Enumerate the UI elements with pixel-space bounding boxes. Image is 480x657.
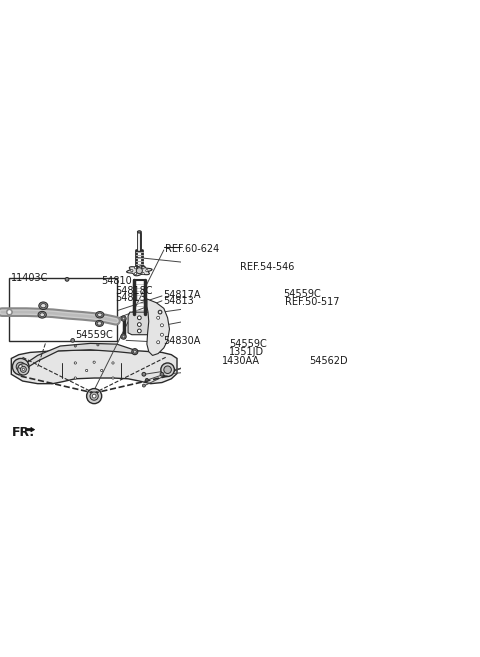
Circle shape xyxy=(133,350,136,353)
Ellipse shape xyxy=(38,311,47,318)
Circle shape xyxy=(8,311,11,313)
Circle shape xyxy=(159,311,161,313)
Ellipse shape xyxy=(97,322,102,325)
Ellipse shape xyxy=(96,311,104,318)
Circle shape xyxy=(132,349,138,355)
Text: FR.: FR. xyxy=(12,426,35,439)
Text: 54817A: 54817A xyxy=(163,290,201,300)
Circle shape xyxy=(137,329,141,333)
Text: 54810: 54810 xyxy=(101,276,132,286)
Text: 11403C: 11403C xyxy=(11,273,48,283)
Circle shape xyxy=(161,363,174,376)
Circle shape xyxy=(142,273,144,275)
Circle shape xyxy=(134,273,137,275)
Text: 54813: 54813 xyxy=(163,296,194,306)
Circle shape xyxy=(74,345,76,347)
Text: REF.54-546: REF.54-546 xyxy=(240,262,295,272)
Text: REF.60-624: REF.60-624 xyxy=(165,244,219,254)
Circle shape xyxy=(160,333,164,336)
Circle shape xyxy=(122,335,125,338)
Circle shape xyxy=(74,377,76,379)
Circle shape xyxy=(74,362,76,364)
Text: 54559C: 54559C xyxy=(283,289,321,299)
Ellipse shape xyxy=(137,231,141,233)
Circle shape xyxy=(22,368,24,371)
Circle shape xyxy=(92,394,96,398)
Ellipse shape xyxy=(97,313,102,317)
Circle shape xyxy=(100,369,103,372)
Circle shape xyxy=(164,366,171,374)
Polygon shape xyxy=(12,350,177,384)
Circle shape xyxy=(136,267,143,274)
Text: 1430AA: 1430AA xyxy=(222,356,260,366)
Circle shape xyxy=(86,388,102,403)
Circle shape xyxy=(97,344,99,346)
Bar xyxy=(10,278,117,341)
Circle shape xyxy=(158,310,162,314)
Circle shape xyxy=(131,269,133,272)
Circle shape xyxy=(112,377,114,379)
Text: 54813: 54813 xyxy=(115,293,145,303)
Circle shape xyxy=(65,277,69,281)
Polygon shape xyxy=(128,312,151,334)
Circle shape xyxy=(156,341,160,344)
Circle shape xyxy=(71,338,74,342)
Circle shape xyxy=(156,316,160,319)
Ellipse shape xyxy=(39,302,48,309)
Ellipse shape xyxy=(41,304,46,307)
Polygon shape xyxy=(147,299,169,355)
Circle shape xyxy=(142,373,146,376)
Circle shape xyxy=(93,361,96,363)
Circle shape xyxy=(122,317,125,320)
Circle shape xyxy=(121,334,126,339)
Circle shape xyxy=(20,367,26,373)
Circle shape xyxy=(112,362,114,364)
Circle shape xyxy=(146,269,148,272)
Ellipse shape xyxy=(40,313,45,317)
Text: 54830A: 54830A xyxy=(163,336,201,346)
Circle shape xyxy=(142,267,144,269)
Text: 54559C: 54559C xyxy=(75,330,113,340)
Circle shape xyxy=(12,359,29,375)
Text: 54818C: 54818C xyxy=(115,286,152,296)
Circle shape xyxy=(19,365,23,369)
Circle shape xyxy=(6,309,12,315)
Circle shape xyxy=(121,316,126,321)
Circle shape xyxy=(137,316,141,320)
Circle shape xyxy=(18,364,29,375)
Text: 54562D: 54562D xyxy=(309,356,348,366)
Circle shape xyxy=(160,373,164,376)
Circle shape xyxy=(143,384,145,387)
Circle shape xyxy=(90,392,98,400)
Text: 1351JD: 1351JD xyxy=(229,347,264,357)
Ellipse shape xyxy=(96,321,103,327)
Circle shape xyxy=(137,323,141,327)
Circle shape xyxy=(134,267,137,269)
Circle shape xyxy=(85,369,88,372)
Polygon shape xyxy=(25,427,35,432)
Text: 54559C: 54559C xyxy=(229,339,267,349)
Polygon shape xyxy=(21,344,135,371)
Circle shape xyxy=(16,362,25,371)
Circle shape xyxy=(160,324,164,327)
Circle shape xyxy=(145,378,148,382)
Text: REF.50-517: REF.50-517 xyxy=(285,297,339,307)
Polygon shape xyxy=(127,265,152,276)
